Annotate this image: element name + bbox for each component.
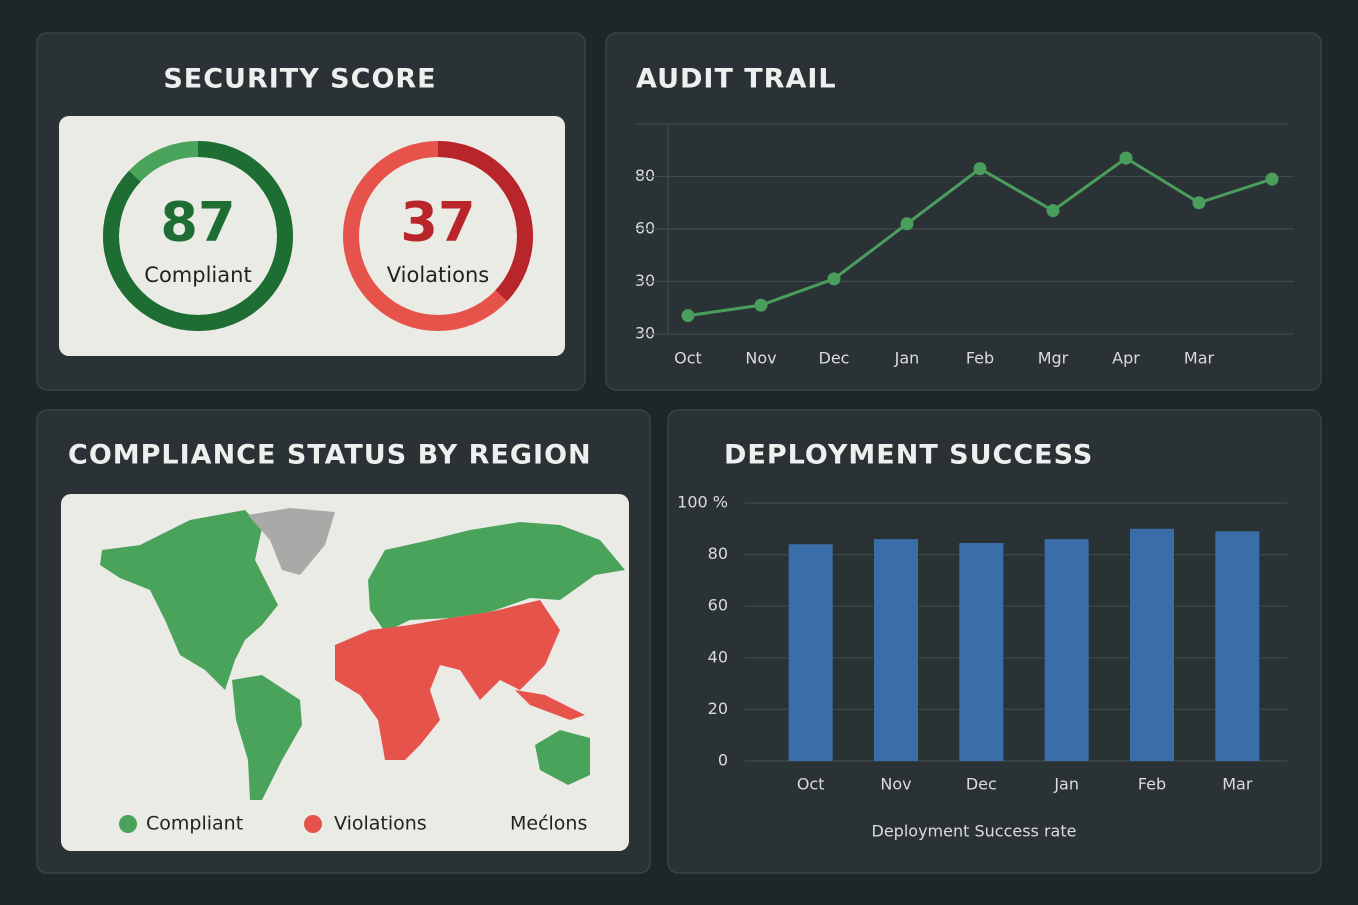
bar — [788, 544, 833, 761]
eurasia-north — [368, 522, 625, 632]
y-tick-label: 20 — [708, 699, 728, 718]
x-tick-label: Oct — [674, 349, 702, 368]
bar — [1130, 528, 1174, 761]
panel-title: AUDIT TRAIL — [636, 64, 837, 95]
gauge-label: Compliant — [144, 263, 251, 287]
southeast-asia — [515, 690, 585, 720]
gauge-card — [59, 116, 565, 356]
gauge-arc — [103, 141, 293, 331]
gauge-value: 37 — [400, 191, 475, 254]
line-point — [754, 298, 768, 312]
line-point — [827, 272, 841, 286]
bar — [874, 539, 918, 761]
line-point — [900, 217, 914, 231]
y-tick-label: 60 — [635, 219, 655, 238]
line-point — [1192, 196, 1206, 210]
legend-label: Mećlons — [510, 813, 587, 835]
x-tick-label: Dec — [966, 775, 997, 794]
y-tick-label: 30 — [635, 271, 655, 290]
legend-label: Compliant — [146, 813, 243, 835]
violation-regions — [335, 600, 560, 760]
panel-title: DEPLOYMENT SUCCESS — [724, 440, 1093, 471]
australia — [535, 730, 590, 785]
panel-title: SECURITY SCORE — [163, 64, 436, 95]
x-tick-label: Mar — [1184, 349, 1215, 368]
gauge-value: 87 — [160, 191, 235, 254]
y-tick-label: 40 — [708, 647, 728, 666]
x-tick-label: Jan — [894, 349, 920, 368]
line-point — [1265, 172, 1279, 186]
x-tick-label: Feb — [966, 349, 994, 368]
x-axis-label: Deployment Success rate — [872, 822, 1077, 841]
x-tick-label: Oct — [797, 775, 825, 794]
x-tick-label: Nov — [880, 775, 911, 794]
x-tick-label: Mar — [1222, 775, 1253, 794]
y-tick-label: 80 — [635, 166, 655, 185]
gauge-arc — [343, 141, 533, 331]
line-point — [973, 162, 987, 176]
x-tick-label: Nov — [745, 349, 776, 368]
world-map — [61, 494, 629, 851]
south-america — [232, 675, 302, 800]
bar — [1215, 531, 1260, 761]
y-tick-label: 80 — [708, 544, 728, 563]
line-point — [1119, 151, 1133, 165]
x-tick-label: Jan — [1053, 775, 1079, 794]
bar — [1044, 539, 1089, 761]
greenland — [248, 508, 335, 575]
y-tick-label: 30 — [635, 324, 655, 343]
bar — [959, 542, 1004, 761]
audit-panel — [605, 32, 1322, 391]
legend-label: Violations — [334, 813, 427, 835]
north-america — [100, 510, 278, 690]
x-tick-label: Apr — [1112, 349, 1140, 368]
line-point — [1046, 204, 1060, 218]
legend-swatch — [304, 815, 322, 833]
x-tick-label: Dec — [819, 349, 850, 368]
x-tick-label: Feb — [1138, 775, 1166, 794]
y-tick-label: 60 — [708, 596, 728, 615]
gauge-label: Violations — [387, 263, 489, 287]
line-point — [681, 309, 695, 323]
x-tick-label: Mgr — [1038, 349, 1069, 368]
legend-swatch — [119, 815, 137, 833]
panel-title: COMPLIANCE STATUS BY REGION — [68, 440, 592, 471]
y-tick-label: 100 % — [677, 493, 728, 512]
y-tick-label: 0 — [718, 751, 728, 770]
